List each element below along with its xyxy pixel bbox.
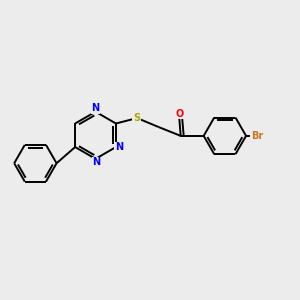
Text: Br: Br (251, 131, 264, 141)
Text: N: N (115, 142, 123, 152)
Text: O: O (175, 109, 183, 119)
Text: S: S (133, 113, 140, 123)
Text: N: N (92, 158, 100, 167)
Text: N: N (92, 103, 100, 113)
